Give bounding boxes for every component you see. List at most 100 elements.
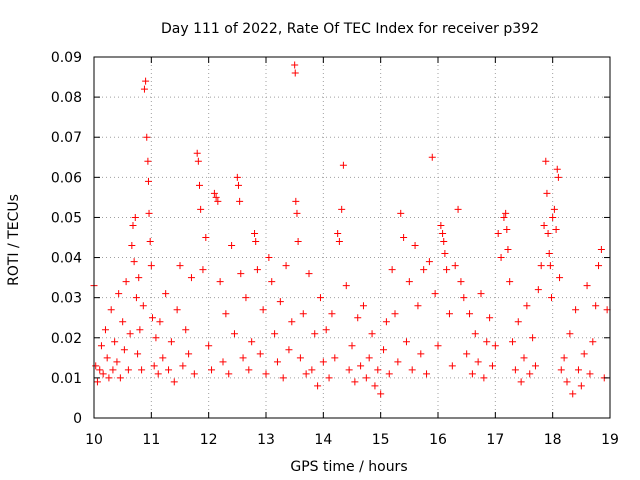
data-point [242,294,250,302]
data-point [385,370,393,378]
data-point [569,390,577,398]
y-tick-label: 0.05 [51,210,82,226]
data-point [497,254,505,262]
data-point [583,282,591,290]
data-point [580,350,588,358]
data-point [483,338,491,346]
data-point [167,338,175,346]
data-point [402,338,410,346]
data-point [339,161,347,169]
data-point [134,350,142,358]
data-point [574,366,582,374]
data-point [126,330,134,338]
data-point [509,338,517,346]
data-point [96,366,104,374]
x-tick-label: 14 [314,432,332,448]
data-point [173,306,181,314]
x-axis-label: GPS time / hours [290,459,407,475]
x-tick-label: 15 [372,432,390,448]
data-point [150,362,158,370]
data-point [368,330,376,338]
data-point [140,85,148,93]
data-point [437,221,445,229]
data-point [299,310,307,318]
data-point [265,254,273,262]
data-point [526,370,534,378]
data-point [408,366,416,374]
data-point [210,189,218,197]
data-point [165,366,173,374]
data-point [534,286,542,294]
data-point [577,382,585,390]
data-point [517,378,525,386]
data-point [129,221,137,229]
data-point [359,302,367,310]
data-point [595,262,603,270]
data-point [296,354,304,362]
data-point [457,278,465,286]
data-point [245,366,253,374]
y-tick-label: 0.07 [51,130,82,146]
y-tick-label: 0.06 [51,170,82,186]
data-point [463,350,471,358]
data-point [374,366,382,374]
data-point [357,362,365,370]
data-point [291,69,299,77]
data-point [285,346,293,354]
data-point [138,366,146,374]
data-point [428,153,436,161]
data-point [230,330,238,338]
data-point [115,290,123,298]
data-point [145,209,153,217]
data-point [549,213,557,221]
data-point [520,354,528,362]
data-point [291,61,299,69]
data-point [276,298,284,306]
data-point [557,366,565,374]
data-point [139,302,147,310]
data-point [314,382,322,390]
data-point [411,242,419,250]
y-axis-label: ROTI / TECUs [6,194,22,286]
data-point [544,229,552,237]
x-tick-label: 13 [257,432,275,448]
data-point [548,294,556,302]
data-point [474,358,482,366]
data-point [503,225,511,233]
data-point [488,362,496,370]
data-point [491,342,499,350]
data-point [288,318,296,326]
data-point [342,282,350,290]
data-point [236,197,244,205]
data-point [195,181,203,189]
data-point [494,229,502,237]
data-point [603,306,611,314]
y-tick-label: 0.09 [51,50,82,66]
data-point [105,374,113,382]
data-point [159,354,167,362]
data-point [540,221,548,229]
data-point [99,370,107,378]
data-point [420,266,428,274]
data-point [268,278,276,286]
data-point [388,266,396,274]
data-point [319,358,327,366]
data-point [308,366,316,374]
data-point [292,197,300,205]
data-point [237,270,245,278]
data-point [325,374,333,382]
data-point [253,266,261,274]
x-tick-label: 12 [200,432,218,448]
data-point [592,302,600,310]
data-point [454,205,462,213]
data-point [371,382,379,390]
data-point [445,310,453,318]
data-point [156,318,164,326]
data-points [90,61,611,398]
data-point [271,330,279,338]
data-point [550,205,558,213]
data-point [273,358,281,366]
y-tick-label: 0.03 [51,291,82,307]
data-point [537,262,545,270]
data-point [305,270,313,278]
